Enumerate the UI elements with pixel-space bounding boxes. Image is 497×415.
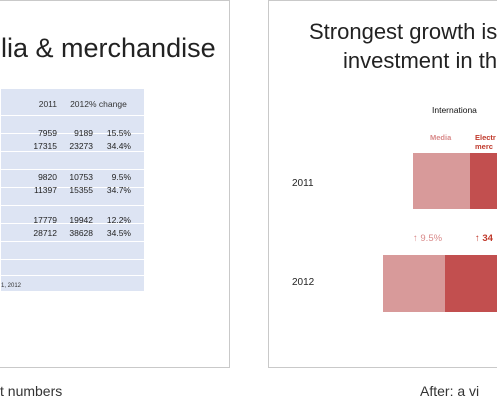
table-cell: 9820 xyxy=(38,172,57,182)
table-cell: 34.7% xyxy=(106,185,131,195)
table-cell: 12.2% xyxy=(106,215,131,225)
bar-electronics-2011 xyxy=(469,153,497,209)
chart-subtitle: Internationa xyxy=(432,105,477,115)
table-gridline xyxy=(1,205,144,206)
table-cell: 15355 xyxy=(69,185,93,195)
table-footnote: 1, 2012 xyxy=(1,283,22,289)
table-gridline xyxy=(1,151,144,152)
growth-value-media: 9.5% xyxy=(420,233,443,244)
table-cell: 28712 xyxy=(33,228,57,238)
before-slide-title: lia & merchandise xyxy=(1,33,216,63)
table-cell: 19942 xyxy=(69,215,93,225)
table-cell: 11397 xyxy=(33,185,57,195)
after-caption: After: a vi xyxy=(420,383,480,399)
after-slide-title-line2: investment in th xyxy=(343,48,497,73)
legend-electronics-line1: Electr xyxy=(475,133,496,142)
table-cell: 34.5% xyxy=(106,228,131,238)
table-gridline xyxy=(1,187,144,188)
table-header-2012: 2012 xyxy=(70,99,89,109)
table-gridline xyxy=(1,223,144,224)
table-cell: 10753 xyxy=(69,172,93,182)
bar-media-2011 xyxy=(413,153,470,209)
table-header-2011: 2011 xyxy=(38,99,57,109)
table-cell: 9189 xyxy=(74,128,93,138)
growth-label-media: ↑ 9.5% xyxy=(413,233,442,244)
data-table xyxy=(1,89,144,291)
after-slide-title-line1: Strongest growth is xyxy=(309,19,497,44)
after-slide: Strongest growth is investment in th Int… xyxy=(268,0,497,368)
table-gridline xyxy=(1,133,144,134)
legend-media: Media xyxy=(430,133,452,142)
bar-electronics-2012 xyxy=(445,255,497,312)
before-caption: t numbers xyxy=(0,383,63,399)
table-gridline xyxy=(1,275,144,276)
legend-electronics-line2: merc xyxy=(475,142,493,151)
arrow-up-icon: ↑ xyxy=(413,233,418,244)
table-gridline xyxy=(1,169,144,170)
table-gridline xyxy=(1,115,144,116)
table-header-change: % change xyxy=(89,99,127,109)
y-label-2012: 2012 xyxy=(292,277,315,288)
growth-value-electronics: 34 xyxy=(482,233,493,244)
table-cell: 17779 xyxy=(33,215,57,225)
table-cell: 23273 xyxy=(69,141,93,151)
table-cell: 15.5% xyxy=(106,128,131,138)
growth-label-electronics: ↑ 34 xyxy=(475,233,493,244)
table-cell: 7959 xyxy=(38,128,57,138)
table-cell: 17315 xyxy=(33,141,57,151)
table-gridline xyxy=(1,259,144,260)
table-cell: 9.5% xyxy=(111,172,131,182)
arrow-up-icon: ↑ xyxy=(475,233,480,244)
table-cell: 38628 xyxy=(69,228,93,238)
table-gridline xyxy=(1,241,144,242)
table-cell: 34.4% xyxy=(106,141,131,151)
bar-media-2012 xyxy=(383,255,446,312)
y-label-2011: 2011 xyxy=(292,178,314,189)
before-slide: lia & merchandise 2011 2012 % change 795… xyxy=(0,0,230,368)
